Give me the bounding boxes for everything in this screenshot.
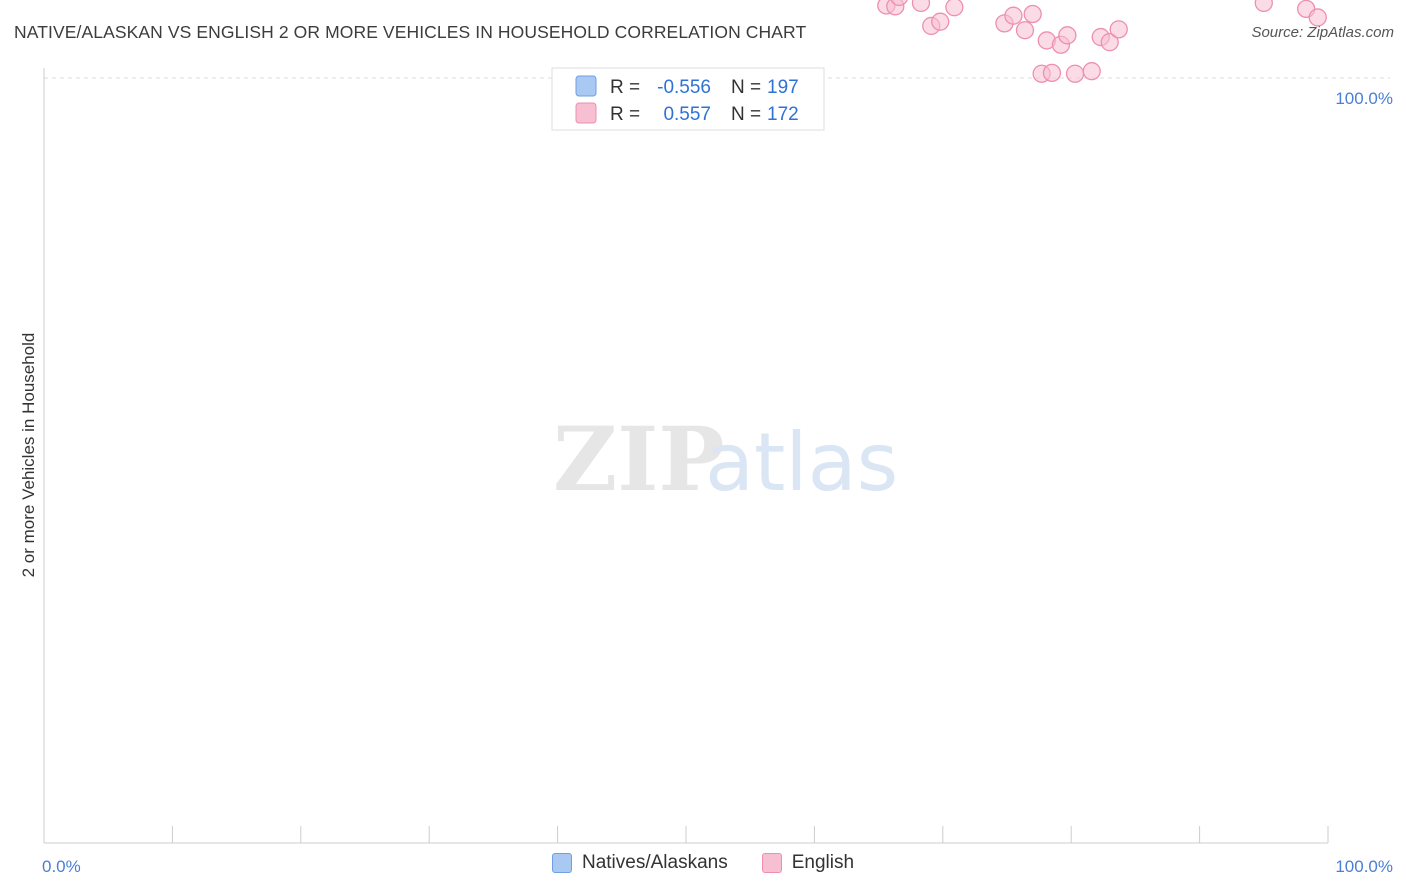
english-point [1100,33,1119,52]
english-point [1082,62,1101,81]
watermark-atlas: atlas [705,416,898,509]
grid-lines [44,77,1390,79]
english-point [1023,4,1042,24]
series-legend-swatch-english [761,853,782,873]
legend-n-value-english: 172 [767,104,799,125]
series-legend-label-english: English [791,852,855,873]
legend-r-label-natives: R = [610,77,640,98]
series-legend-label-natives: Natives/Alaskans [581,852,728,873]
legend-swatch-english [575,102,597,124]
english-point [890,0,908,7]
watermark: ZIP atlas [553,407,898,511]
x-ticks [43,826,1329,843]
english-point [1254,0,1273,13]
watermark-zip: ZIP [553,407,725,511]
legend-r-value-natives: -0.556 [657,77,711,98]
english-point [1042,63,1062,83]
legend-r-label-english: R = [610,104,640,125]
y-tick-label-3: 100.0% [1335,89,1393,108]
legend-box [551,67,825,131]
x-tick-label-max: 100.0% [1335,857,1393,876]
chart-title: NATIVE/ALASKAN VS ENGLISH 2 OR MORE VEHI… [14,22,807,42]
english-point [1065,64,1085,83]
series-legend-english: English [761,852,855,874]
series-legend-natives: Natives/Alaskans [551,852,728,874]
x-tick-label-min: 0.0% [42,857,81,876]
english-points [877,0,1327,83]
english-point [1004,6,1023,25]
english-point [1058,26,1077,45]
source-label: Source: ZipAtlas.com [1251,24,1394,41]
legend-n-label-natives: N = [731,77,761,98]
correlation-legend: R = -0.556 N = 197 R = 0.557 N = 172 [551,67,825,131]
english-point [1308,8,1327,27]
english-point [1015,21,1035,40]
english-point [931,12,950,31]
english-point [911,0,931,13]
legend-r-value-english: 0.557 [663,104,711,125]
legend-n-value-natives: 197 [767,77,799,98]
english-point [1109,20,1128,39]
legend-n-label-english: N = [731,104,761,125]
y-axis-label: 2 or more Vehicles in Household [19,333,38,578]
legend-swatch-natives [575,75,597,97]
y-tick-labels: 32.5%55.0%77.5%100.0% [1335,89,1393,108]
english-point [945,0,964,17]
series-legend: Natives/Alaskans English [0,852,1406,874]
series-legend-swatch-natives [551,853,572,873]
